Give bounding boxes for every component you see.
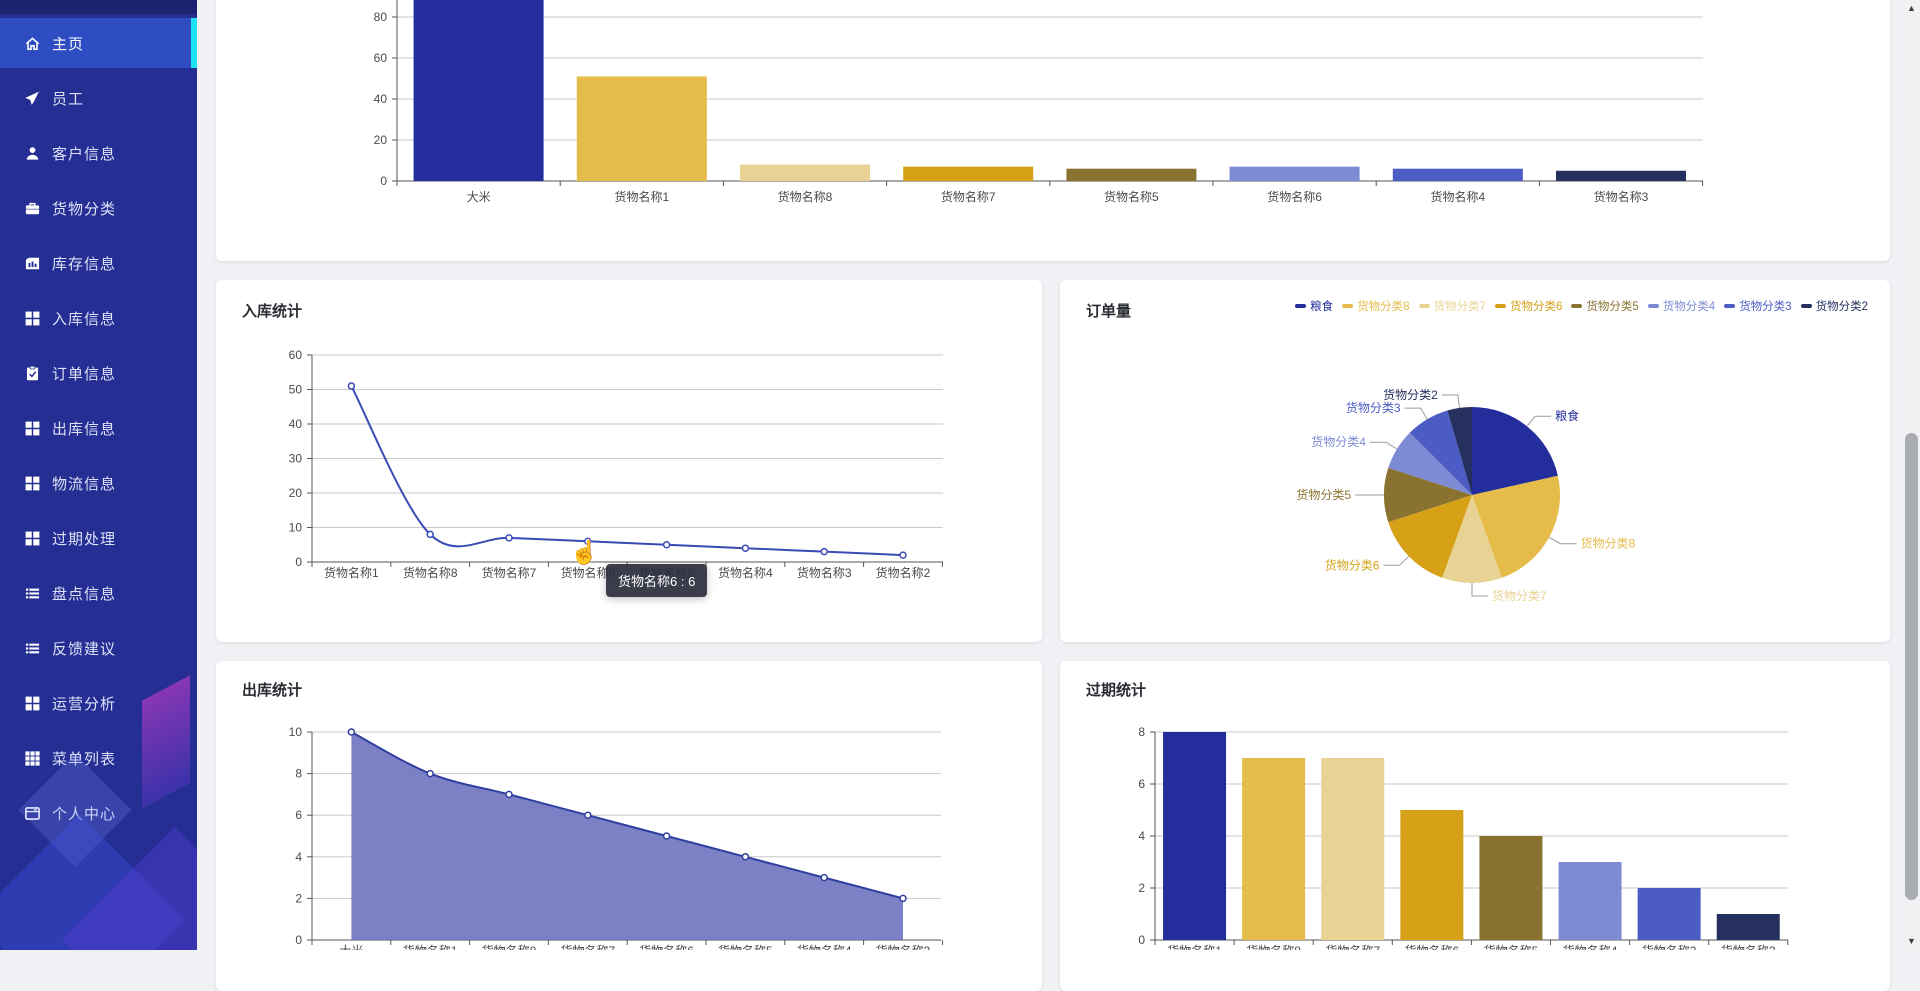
legend-label: 货物分类7 bbox=[1433, 301, 1486, 313]
sidebar-item-expired-handling[interactable]: 过期处理 bbox=[0, 513, 197, 563]
legend-item-货物分类8[interactable]: 货物分类8 bbox=[1342, 298, 1410, 314]
sidebar-item-outbound-info[interactable]: 出库信息 bbox=[0, 403, 197, 453]
pointer-hand-cursor: ☝ bbox=[570, 539, 599, 565]
sidebar-item-label: 订单信息 bbox=[52, 365, 117, 383]
sidebar-item-label: 出库信息 bbox=[52, 420, 117, 438]
sidebar-item-label: 入库信息 bbox=[52, 310, 117, 328]
sidebar-item-label: 个人中心 bbox=[52, 805, 117, 823]
sidebar-item-staff[interactable]: 员工 bbox=[0, 73, 197, 123]
orders-card-title: 订单量 bbox=[1086, 303, 1132, 320]
legend-label: 粮食 bbox=[1310, 301, 1334, 313]
send-icon bbox=[24, 90, 41, 107]
user-icon bbox=[24, 145, 41, 162]
legend-label: 货物分类4 bbox=[1662, 301, 1716, 313]
sidebar-item-logistics-info[interactable]: 物流信息 bbox=[0, 458, 197, 508]
chart-box-icon bbox=[24, 255, 41, 272]
grid9-icon bbox=[24, 750, 41, 767]
grid4-icon bbox=[24, 310, 41, 327]
sidebar-item-home[interactable]: 主页 bbox=[0, 18, 197, 68]
sidebar-item-label: 过期处理 bbox=[52, 530, 117, 548]
briefcase-icon bbox=[24, 200, 41, 217]
sidebar-item-personal-center[interactable]: 个人中心 bbox=[0, 788, 197, 838]
grid4-icon bbox=[24, 420, 41, 437]
legend-item-粮食[interactable]: 粮食 bbox=[1295, 298, 1333, 314]
clipboard-check-icon bbox=[24, 365, 41, 382]
pie-legend: 粮食 货物分类8 货物分类7 货物分类6 货物分类5 货物分类4 货物分类3 货物分类2 bbox=[1295, 298, 1868, 314]
sidebar-item-customer-info[interactable]: 客户信息 bbox=[0, 128, 197, 178]
sidebar: 主页员工客户信息货物分类库存信息入库信息订单信息出库信息物流信息过期处理盘点信息… bbox=[0, 0, 197, 950]
legend-item-货物分类2[interactable]: 货物分类2 bbox=[1800, 298, 1868, 314]
sidebar-item-label: 运营分析 bbox=[52, 695, 117, 713]
sidebar-item-feedback[interactable]: 反馈建议 bbox=[0, 623, 197, 673]
outbound-card-title: 出库统计 bbox=[242, 682, 303, 699]
legend-marker bbox=[1800, 304, 1812, 308]
expired-card-title: 过期统计 bbox=[1086, 682, 1147, 699]
inbound-card-title: 入库统计 bbox=[242, 303, 303, 320]
sidebar-item-goods-category[interactable]: 货物分类 bbox=[0, 183, 197, 233]
legend-marker bbox=[1295, 304, 1307, 308]
legend-marker bbox=[1647, 304, 1659, 308]
list-icon bbox=[24, 585, 41, 602]
sidebar-item-inventory-info[interactable]: 库存信息 bbox=[0, 238, 197, 288]
legend-label: 货物分类8 bbox=[1357, 301, 1410, 313]
sidebar-item-menu-list[interactable]: 菜单列表 bbox=[0, 733, 197, 783]
legend-label: 货物分类5 bbox=[1586, 301, 1639, 313]
sidebar-item-stocktake-info[interactable]: 盘点信息 bbox=[0, 568, 197, 618]
legend-item-货物分类6[interactable]: 货物分类6 bbox=[1494, 298, 1563, 314]
chart-tooltip: 货物名称6 : 6 bbox=[606, 564, 708, 597]
outbound-stats-card: 出库统计 bbox=[216, 661, 1042, 991]
sidebar-item-label: 主页 bbox=[52, 35, 85, 53]
order-volume-card: 订单量 粮食 货物分类8 货物分类7 货物分类6 货物分类5 货物分类4 货物分类3 货物分类… bbox=[1060, 280, 1890, 642]
legend-item-货物分类5[interactable]: 货物分类5 bbox=[1571, 298, 1639, 314]
sidebar-item-label: 客户信息 bbox=[52, 145, 117, 163]
sidebar-item-inbound-info[interactable]: 入库信息 bbox=[0, 293, 197, 343]
scrollbar-down-arrow-icon[interactable]: ▼ bbox=[1907, 936, 1916, 946]
sidebar-item-label: 员工 bbox=[52, 90, 85, 108]
sidebar-item-label: 货物分类 bbox=[52, 200, 117, 218]
vertical-scrollbar[interactable]: ▲ ▼ bbox=[1903, 0, 1920, 950]
legend-item-货物分类3[interactable]: 货物分类3 bbox=[1724, 298, 1792, 314]
legend-item-货物分类4[interactable]: 货物分类4 bbox=[1647, 298, 1716, 314]
expired-stats-card: 过期统计 bbox=[1060, 661, 1890, 991]
list-icon bbox=[24, 640, 41, 657]
sidebar-item-operation-analysis[interactable]: 运营分析 bbox=[0, 678, 197, 728]
grid4-icon bbox=[24, 695, 41, 712]
legend-label: 货物分类2 bbox=[1815, 301, 1868, 313]
sidebar-item-label: 菜单列表 bbox=[52, 750, 117, 768]
legend-item-货物分类7[interactable]: 货物分类7 bbox=[1418, 298, 1486, 314]
legend-marker bbox=[1342, 304, 1354, 308]
scrollbar-up-arrow-icon[interactable]: ▲ bbox=[1907, 3, 1916, 13]
legend-marker bbox=[1418, 304, 1430, 308]
home-icon bbox=[24, 35, 41, 52]
legend-label: 货物分类3 bbox=[1739, 301, 1792, 313]
decoration-cube bbox=[61, 826, 197, 950]
legend-label: 货物分类6 bbox=[1509, 301, 1563, 313]
legend-marker bbox=[1494, 304, 1506, 308]
sidebar-item-label: 物流信息 bbox=[52, 475, 117, 493]
legend-marker bbox=[1571, 304, 1583, 308]
grid4-icon bbox=[24, 530, 41, 547]
inventory-chart-card bbox=[216, 0, 1890, 261]
sidebar-item-label: 反馈建议 bbox=[52, 640, 117, 658]
grid4-icon bbox=[24, 475, 41, 492]
sidebar-item-label: 库存信息 bbox=[52, 255, 117, 273]
sidebar-item-label: 盘点信息 bbox=[52, 585, 117, 603]
sidebar-item-order-info[interactable]: 订单信息 bbox=[0, 348, 197, 398]
legend-marker bbox=[1724, 304, 1736, 308]
scrollbar-thumb[interactable] bbox=[1905, 433, 1918, 900]
window-icon bbox=[24, 805, 41, 822]
sidebar-top-band bbox=[0, 0, 197, 14]
